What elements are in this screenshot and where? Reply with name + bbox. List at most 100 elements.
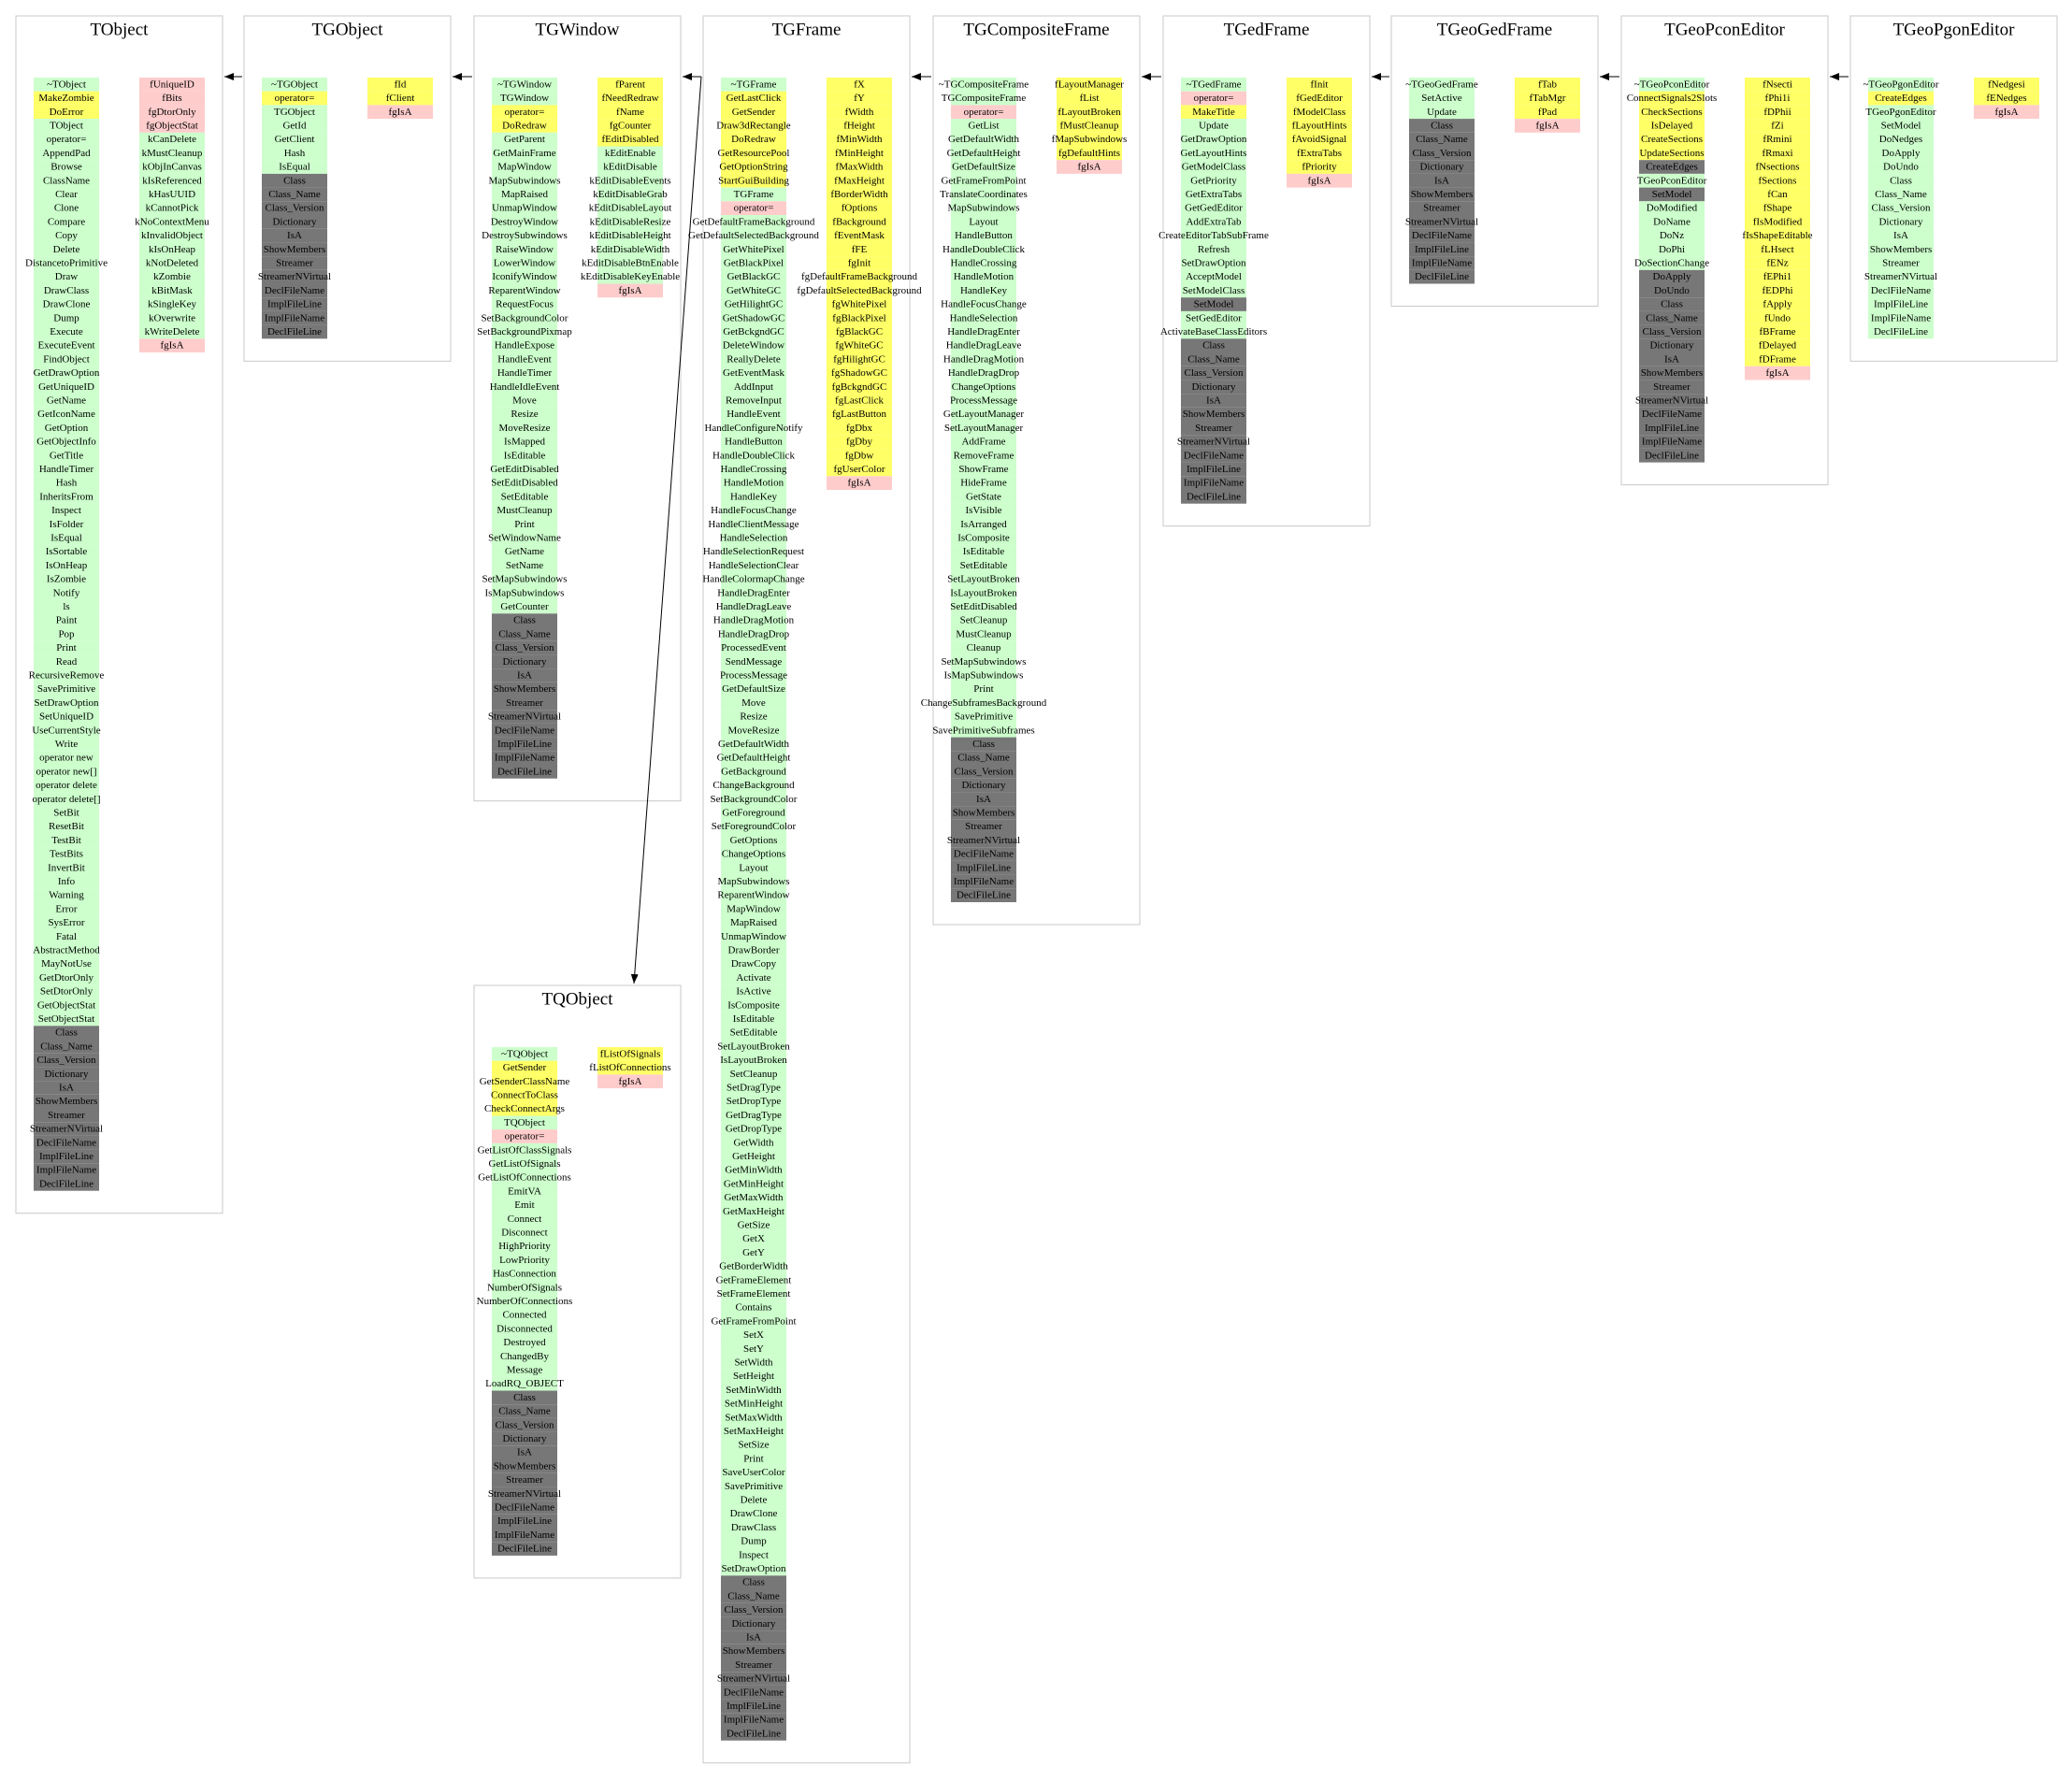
method-name: GetDropType [726,1124,782,1135]
method-cell [492,1212,557,1227]
member-name: fBackground [832,216,886,227]
method-name: Class_Name [1646,312,1698,323]
method-name: GetId [282,120,307,131]
method-name: NumberOfSignals [487,1282,562,1293]
member-cell [1515,78,1580,92]
method-name: CheckConnectArgs [484,1103,565,1114]
member-name: fApply [1763,299,1792,310]
method-cell [951,366,1016,381]
method-cell [1181,242,1246,257]
method-cell [262,119,327,133]
method-cell [34,352,99,366]
method-name: GetBlackGC [727,271,781,282]
member-cell [139,187,205,202]
method-name: ~TGFrame [731,79,777,90]
member-cell [1745,324,1810,339]
method-cell [492,1459,557,1473]
method-cell [34,847,99,861]
method-name: Class_Name [268,189,321,200]
method-cell [1639,269,1705,284]
method-cell [1639,173,1705,188]
member-cell [139,269,205,284]
method-cell [1639,187,1705,202]
method-name: SetName [506,560,543,571]
method-cell [1868,187,1934,202]
method-name: Fatal [56,931,77,942]
method-cell [34,819,99,834]
method-cell [951,737,1016,752]
method-name: IsEditable [963,546,1005,557]
class-title: TGCompositeFrame [963,20,1109,39]
member-name: fCan [1767,189,1788,200]
method-cell [34,1122,99,1136]
member-name: fMinHeight [835,148,884,159]
method-name: Notify [53,587,80,598]
method-name: operator= [47,134,87,145]
method-name: IsLayoutBroken [720,1055,787,1066]
method-name: GetListOfClassSignals [478,1144,572,1156]
method-cell [34,503,99,518]
method-name: LowPriority [499,1255,550,1266]
method-name: DrawClass [731,1522,776,1533]
method-name: SavePrimitiveSubframes [932,725,1034,736]
member-name: fgIsA [160,340,183,352]
method-cell [492,572,557,586]
method-cell [1639,297,1705,311]
method-cell [721,435,786,449]
member-cell [1057,160,1122,174]
method-cell [721,256,786,270]
member-name: fgHilightGC [833,353,885,365]
member-name: fListOfConnections [589,1062,670,1073]
method-cell [492,585,557,600]
method-cell [951,531,1016,545]
member-name: fWidth [845,107,874,118]
class-title: TQObject [542,989,614,1009]
method-name: ProcessMessage [950,395,1017,406]
method-name: HandleMotion [724,478,784,489]
method-cell [721,668,786,682]
method-cell [492,242,557,257]
method-cell [1639,310,1705,325]
member-name: kEditDisableResize [590,216,671,227]
method-name: ShowMembers [494,683,556,695]
member-name: fId [395,79,407,90]
method-cell [1868,78,1934,92]
method-cell [1409,228,1475,243]
method-cell [1868,119,1934,133]
method-cell [34,256,99,270]
method-cell [1409,215,1475,229]
method-cell [492,132,557,147]
method-name: LowerWindow [494,257,555,268]
method-name: Print [514,519,534,530]
method-name: IsA [287,230,302,241]
member-name: kEditDisableLayout [589,203,672,214]
method-cell [951,283,1016,298]
member-name: fgBckgndGC [832,381,887,393]
method-name: Streamer [276,257,313,268]
method-cell [34,544,99,559]
method-cell [951,765,1016,779]
method-name: ShowMembers [1870,244,1933,255]
member-name: fClient [386,93,415,104]
method-cell [951,517,1016,532]
class-title: TGFrame [772,20,842,39]
method-cell [1639,380,1705,395]
method-name: ImplFileLine [1645,423,1699,434]
method-name: GetPriority [1190,175,1237,186]
member-cell [1745,269,1810,284]
method-name: ~TGeoPconEditor [1634,79,1710,90]
method-cell [721,1067,786,1082]
member-cell [1745,119,1810,133]
method-name: MapWindow [497,162,552,173]
method-cell [262,297,327,311]
member-cell [1287,146,1352,161]
member-cell [827,132,892,147]
method-name: GetX [742,1233,765,1244]
method-cell [721,146,786,161]
method-name: StreamerNVirtual [1635,395,1708,406]
method-name: RemoveFrame [954,450,1014,461]
method-name: HandleButton [725,437,783,448]
method-cell [262,215,327,229]
method-cell [951,173,1016,188]
member-name: fIsShapeEditable [1742,230,1812,241]
